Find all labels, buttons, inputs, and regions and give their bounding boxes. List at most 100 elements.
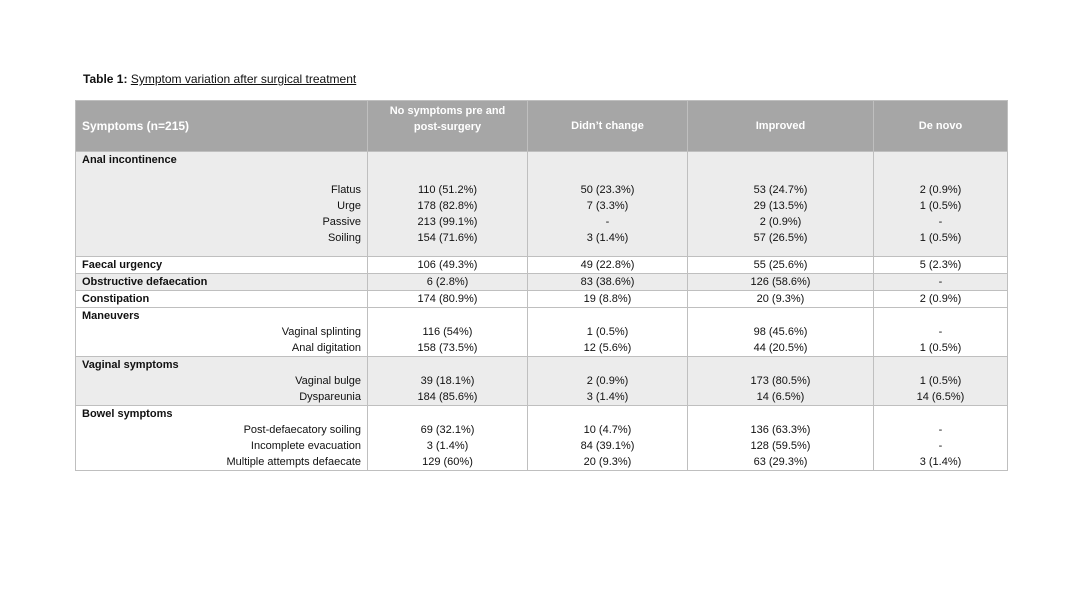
- cell-didnt-change: 50 (23.3%) 7 (3.3%) - 3 (1.4%): [527, 151, 688, 257]
- value: 29 (13.5%): [753, 200, 808, 212]
- header-symptoms: Symptoms (n=215): [75, 100, 368, 152]
- table-row: Constipation 174 (80.9%) 19 (8.8%) 20 (9…: [75, 290, 1008, 308]
- cell-no-symptoms: 110 (51.2%) 178 (82.8%) 213 (99.1%) 154 …: [367, 151, 528, 257]
- value: 173 (80.5%): [750, 375, 811, 387]
- row-label: Soiling: [327, 232, 361, 244]
- value: 20 (9.3%): [756, 293, 805, 305]
- row-label: Multiple attempts defaecate: [226, 456, 361, 468]
- header-de-novo: De novo: [873, 100, 1008, 152]
- row-label: Incomplete evacuation: [250, 440, 361, 452]
- value: 136 (63.3%): [750, 424, 811, 436]
- table-row: Faecal urgency 106 (49.3%) 49 (22.8%) 55…: [75, 256, 1008, 274]
- row-label: Passive: [322, 216, 361, 228]
- value: -: [938, 216, 943, 228]
- value: 128 (59.5%): [750, 440, 811, 452]
- value: 116 (54%): [422, 326, 473, 338]
- group-vaginal-symptoms: Vaginal symptoms Vaginal bulge Dyspareun…: [75, 356, 1008, 406]
- value: 14 (6.5%): [916, 391, 965, 403]
- value: -: [938, 326, 943, 338]
- value: 84 (39.1%): [580, 440, 635, 452]
- value: 5 (2.3%): [919, 259, 962, 271]
- value: 69 (32.1%): [420, 424, 475, 436]
- row-label: Dyspareunia: [299, 391, 361, 403]
- group-title: Bowel symptoms: [82, 408, 173, 420]
- value: 7 (3.3%): [586, 200, 629, 212]
- table-row: Maneuvers Vaginal splinting Anal digitat…: [75, 307, 1008, 357]
- cell-improved: 53 (24.7%) 29 (13.5%) 2 (0.9%) 57 (26.5%…: [687, 151, 874, 257]
- value: 178 (82.8%): [417, 200, 478, 212]
- value: 1 (0.5%): [919, 342, 962, 354]
- value: 44 (20.5%): [753, 342, 808, 354]
- row-label: Post-defaecatory soiling: [243, 424, 361, 436]
- value: 6 (2.8%): [426, 276, 469, 288]
- value: 83 (38.6%): [580, 276, 635, 288]
- value: -: [605, 216, 610, 228]
- value: 19 (8.8%): [583, 293, 632, 305]
- row-label: Vaginal bulge: [295, 375, 361, 387]
- group-obstructive-defaecation: Obstructive defaecation 6 (2.8%) 83 (38.…: [75, 273, 1008, 291]
- header-no-symptoms: No symptoms pre and post-surgery: [367, 100, 528, 152]
- value: -: [938, 276, 943, 288]
- value: 49 (22.8%): [580, 259, 635, 271]
- group-maneuvers: Maneuvers Vaginal splinting Anal digitat…: [75, 307, 1008, 357]
- group-title: Anal incontinence: [82, 154, 177, 166]
- table-row: Bowel symptoms Post-defaecatory soiling …: [75, 405, 1008, 471]
- header-no-symptoms-line2: post-surgery: [413, 121, 482, 133]
- value: 55 (25.6%): [753, 259, 808, 271]
- value: 12 (5.6%): [583, 342, 632, 354]
- row-label-cell: Anal incontinence Flatus Urge Passive So…: [75, 151, 368, 257]
- value: 2 (0.9%): [586, 375, 629, 387]
- table-row: Anal incontinence Flatus Urge Passive So…: [75, 151, 1008, 257]
- value: 3 (1.4%): [919, 456, 962, 468]
- value: 1 (0.5%): [919, 232, 962, 244]
- value: 174 (80.9%): [417, 293, 478, 305]
- row-label: Flatus: [331, 184, 361, 196]
- value: 98 (45.6%): [753, 326, 808, 338]
- row-label: Obstructive defaecation: [82, 276, 208, 288]
- value: 50 (23.3%): [580, 184, 635, 196]
- header-improved: Improved: [687, 100, 874, 152]
- table-caption: Table 1: Symptom variation after surgica…: [83, 72, 356, 86]
- value: 14 (6.5%): [756, 391, 805, 403]
- value: 10 (4.7%): [583, 424, 632, 436]
- table-row: Obstructive defaecation 6 (2.8%) 83 (38.…: [75, 273, 1008, 291]
- value: 110 (51.2%): [417, 184, 478, 196]
- row-label: Constipation: [82, 293, 150, 305]
- value: -: [938, 424, 943, 436]
- value: 2 (0.9%): [919, 293, 962, 305]
- value: 3 (1.4%): [586, 391, 629, 403]
- group-title: Vaginal symptoms: [82, 359, 179, 371]
- value: 158 (73.5%): [417, 342, 478, 354]
- group-title: Maneuvers: [82, 310, 140, 322]
- row-label: Anal digitation: [291, 342, 361, 354]
- value: 63 (29.3%): [753, 456, 808, 468]
- value: 213 (99.1%): [417, 216, 478, 228]
- value: 154 (71.6%): [417, 232, 478, 244]
- value: 126 (58.6%): [750, 276, 811, 288]
- value: 2 (0.9%): [919, 184, 962, 196]
- symptom-table: Symptoms (n=215) No symptoms pre and pos…: [75, 100, 1008, 471]
- cell-de-novo: 2 (0.9%) 1 (0.5%) - 1 (0.5%): [873, 151, 1008, 257]
- header-didnt-change: Didn’t change: [527, 100, 688, 152]
- header-no-symptoms-line1: No symptoms pre and: [389, 105, 506, 117]
- value: 20 (9.3%): [583, 456, 632, 468]
- header-row: Symptoms (n=215) No symptoms pre and pos…: [75, 100, 1008, 152]
- value: 39 (18.1%): [420, 375, 475, 387]
- value: 3 (1.4%): [586, 232, 629, 244]
- value: 2 (0.9%): [759, 216, 802, 228]
- value: 1 (0.5%): [586, 326, 629, 338]
- caption-title: Symptom variation after surgical treatme…: [130, 72, 357, 86]
- row-label: Vaginal splinting: [281, 326, 361, 338]
- group-faecal-urgency: Faecal urgency 106 (49.3%) 49 (22.8%) 55…: [75, 256, 1008, 274]
- value: 1 (0.5%): [919, 375, 962, 387]
- value: 53 (24.7%): [753, 184, 808, 196]
- value: 3 (1.4%): [426, 440, 469, 452]
- row-label: Faecal urgency: [82, 259, 163, 271]
- value: -: [938, 440, 943, 452]
- group-constipation: Constipation 174 (80.9%) 19 (8.8%) 20 (9…: [75, 290, 1008, 308]
- table-row: Vaginal symptoms Vaginal bulge Dyspareun…: [75, 356, 1008, 406]
- row-label: Urge: [337, 200, 361, 212]
- group-bowel-symptoms: Bowel symptoms Post-defaecatory soiling …: [75, 405, 1008, 471]
- value: 1 (0.5%): [919, 200, 962, 212]
- value: 184 (85.6%): [417, 391, 478, 403]
